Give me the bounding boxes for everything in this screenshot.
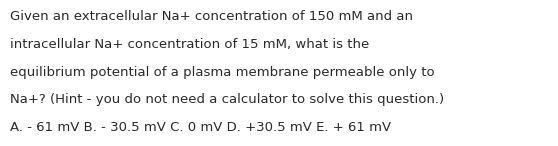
Text: A. - 61 mV B. - 30.5 mV C. 0 mV D. +30.5 mV E. + 61 mV: A. - 61 mV B. - 30.5 mV C. 0 mV D. +30.5…: [10, 121, 391, 134]
Text: equilibrium potential of a plasma membrane permeable only to: equilibrium potential of a plasma membra…: [10, 66, 435, 79]
Text: Na+? (Hint - you do not need a calculator to solve this question.): Na+? (Hint - you do not need a calculato…: [10, 93, 444, 106]
Text: Given an extracellular Na+ concentration of 150 mM and an: Given an extracellular Na+ concentration…: [10, 10, 413, 23]
Text: intracellular Na+ concentration of 15 mM, what is the: intracellular Na+ concentration of 15 mM…: [10, 38, 369, 51]
